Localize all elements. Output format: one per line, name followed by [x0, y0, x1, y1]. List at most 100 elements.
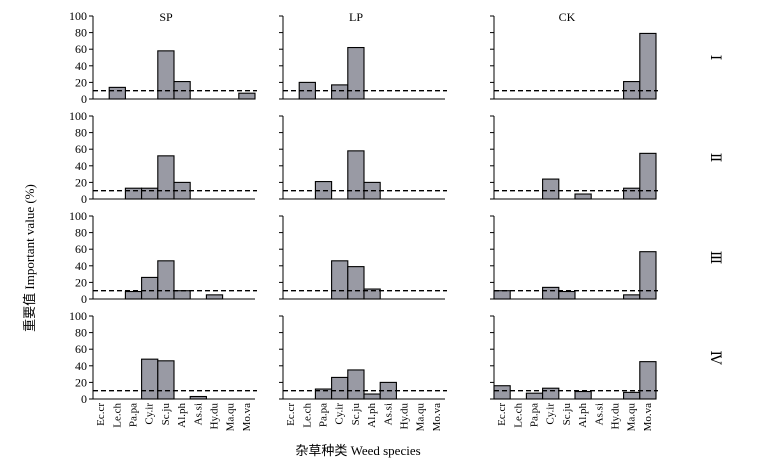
x-tick-label: As.si	[192, 403, 204, 425]
x-tick-label: As.si	[382, 403, 394, 425]
bar-Al.ph	[574, 193, 592, 200]
bar-Mo.va	[639, 361, 657, 400]
bar-Mo.va	[639, 251, 657, 300]
bar-Mo.va	[639, 152, 657, 200]
y-tick-label: 60	[75, 242, 87, 256]
x-tick-label: Pa.pa	[318, 403, 330, 427]
x-tick-label: Pa.pa	[128, 403, 140, 427]
y-tick-label: 40	[75, 359, 87, 373]
y-tick-label: 20	[75, 175, 87, 189]
x-tick-label: Le.ch	[301, 403, 313, 428]
panel-row-label: Ⅲ	[707, 251, 722, 265]
x-tick-label: Sc.ju	[350, 403, 362, 426]
bar-Cy.ir	[331, 260, 349, 300]
y-tick-label: 20	[75, 375, 87, 389]
x-tick-label: Hy.du	[209, 403, 221, 430]
x-tick-label: Al.ph	[176, 403, 188, 428]
x-axis-label: 杂草种类 Weed species	[295, 443, 420, 458]
y-tick-label: 60	[75, 342, 87, 356]
x-tick-label: Cy.ir	[144, 403, 156, 425]
bar-Cy.ir	[542, 178, 560, 200]
y-tick-label: 100	[69, 109, 87, 123]
x-tick-label: Hy.du	[399, 403, 411, 430]
bar-Pa.pa	[525, 392, 544, 400]
y-axis-label: 重要值 Important value (%)	[22, 184, 37, 332]
bar-Cy.ir	[331, 376, 349, 400]
panel-column-title: CK	[559, 10, 576, 24]
x-tick-label: Mo.va	[642, 403, 654, 432]
bar-Ma.qu	[623, 391, 641, 400]
x-tick-label: Ec.cr	[285, 403, 297, 426]
bar-Sc.ju	[347, 150, 365, 200]
y-tick-label: 100	[69, 309, 87, 323]
bar-Cy.ir	[542, 387, 560, 400]
x-tick-label: Ec.cr	[95, 403, 107, 426]
x-tick-label: Hy.du	[610, 403, 622, 430]
bar-Cy.ir	[331, 84, 349, 100]
y-tick-label: 80	[75, 26, 87, 40]
y-tick-label: 40	[75, 259, 87, 273]
bar-Sc.ju	[347, 369, 365, 400]
y-tick-label: 40	[75, 59, 87, 73]
y-tick-label: 0	[81, 92, 87, 106]
panel-column-title: LP	[349, 10, 363, 24]
bar-Mo.va	[238, 92, 256, 100]
bar-Mo.va	[639, 32, 657, 100]
y-tick-label: 80	[75, 226, 87, 240]
y-tick-label: 0	[81, 292, 87, 306]
x-tick-label: Ma.qu	[626, 403, 638, 432]
y-tick-label: 0	[81, 392, 87, 406]
bar-Le.ch	[108, 86, 126, 100]
x-tick-label: Pa.pa	[529, 403, 541, 427]
bar-Sc.ju	[157, 360, 175, 400]
bar-Cy.ir	[141, 358, 159, 400]
y-tick-label: 100	[69, 209, 87, 223]
bar-Hy.du	[205, 294, 224, 300]
y-tick-label: 0	[81, 192, 87, 206]
y-tick-label: 80	[75, 326, 87, 340]
x-tick-label: As.si	[593, 403, 605, 425]
x-tick-label: Mo.va	[241, 403, 253, 432]
x-tick-label: Cy.ir	[334, 403, 346, 425]
x-tick-label: Sc.ju	[160, 403, 172, 426]
bar-Sc.ju	[347, 266, 365, 300]
x-tick-label: Al.ph	[577, 403, 589, 428]
bar-Pa.pa	[124, 290, 143, 300]
panel-column-title: SP	[159, 10, 173, 24]
bar-Ma.qu	[623, 187, 641, 200]
y-tick-label: 80	[75, 126, 87, 140]
panel-row-label: Ⅱ	[707, 153, 722, 163]
y-tick-label: 20	[75, 275, 87, 289]
bar-Ec.cr	[493, 385, 511, 400]
bar-Al.ph	[574, 390, 592, 400]
y-tick-label: 60	[75, 142, 87, 156]
x-tick-label: Ma.qu	[415, 403, 427, 432]
y-tick-label: 100	[69, 9, 87, 23]
y-tick-label: 20	[75, 75, 87, 89]
x-tick-label: Mo.va	[431, 403, 443, 432]
panel-row-label: Ⅳ	[707, 351, 722, 366]
bar-Pa.pa	[124, 187, 143, 200]
bar-Cy.ir	[542, 286, 560, 300]
bar-Ma.qu	[623, 294, 641, 300]
y-tick-label: 60	[75, 42, 87, 56]
panel-row-label: Ⅰ	[707, 55, 722, 61]
x-tick-label: Al.ph	[366, 403, 378, 428]
bar-Cy.ir	[141, 276, 159, 300]
bar-Ec.cr	[493, 290, 511, 300]
bar-Cy.ir	[141, 187, 159, 200]
x-tick-label: Ec.cr	[496, 403, 508, 426]
x-tick-label: Sc.ju	[561, 403, 573, 426]
bar-Sc.ju	[157, 155, 175, 200]
x-tick-label: Le.ch	[512, 403, 524, 428]
x-tick-label: Le.ch	[111, 403, 123, 428]
y-tick-label: 40	[75, 159, 87, 173]
x-tick-label: Ma.qu	[225, 403, 237, 432]
bar-Sc.ju	[558, 290, 576, 300]
bar-Al.ph	[173, 290, 191, 300]
bar-Al.ph	[363, 393, 381, 400]
bar-Sc.ju	[157, 50, 175, 100]
x-tick-label: Cy.ir	[545, 403, 557, 425]
